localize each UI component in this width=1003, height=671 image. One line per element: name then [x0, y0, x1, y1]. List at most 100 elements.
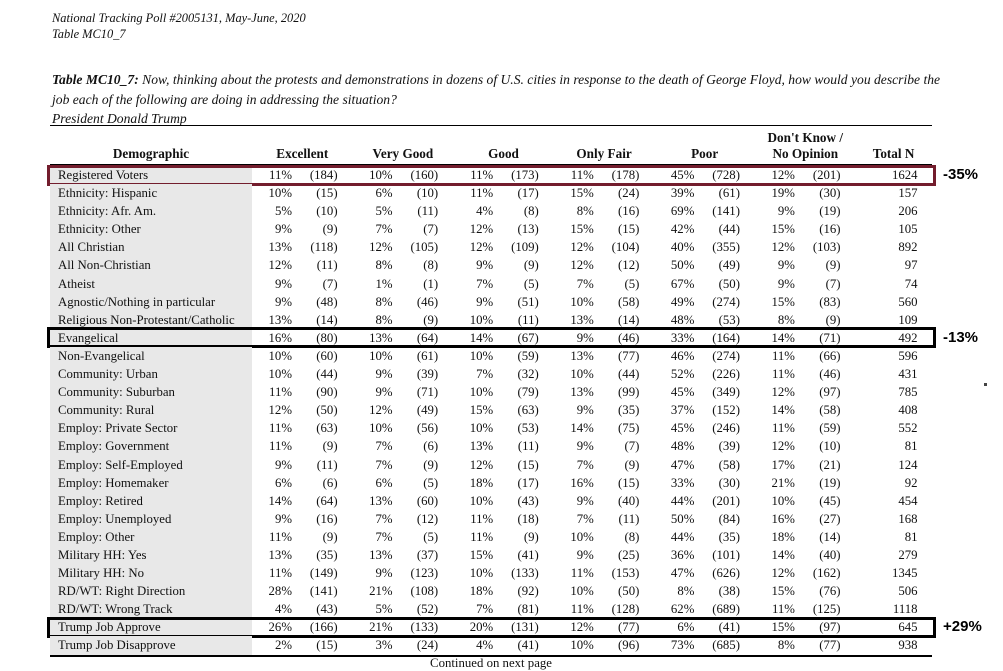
count-cell: (44)	[316, 367, 338, 382]
count-cell: (25)	[618, 547, 640, 562]
total-n-cell: 492	[898, 330, 918, 345]
count-cell: (7)	[423, 222, 439, 237]
pct-cell: 15%	[771, 584, 795, 599]
total-n-cell: 97	[904, 258, 918, 273]
count-cell: (59)	[517, 348, 539, 363]
table-row: Atheist 9% (7) 1% (1) 7% (5) 7% (5) 67% (50) 9% (7) 7…	[50, 274, 932, 293]
count-cell: (96)	[618, 638, 640, 653]
table-question: Now, thinking about the protests and dem…	[52, 72, 941, 107]
count-cell: (16)	[316, 511, 338, 526]
pct-cell: 12%	[570, 620, 594, 635]
stray-mark	[984, 383, 987, 386]
pct-cell: 15%	[570, 186, 594, 201]
count-cell: (99)	[618, 385, 640, 400]
pct-cell: 12%	[771, 439, 795, 454]
pct-cell: 7%	[476, 367, 494, 382]
count-cell: (59)	[819, 421, 841, 436]
total-n-cell: 81	[904, 529, 918, 544]
count-cell: (15)	[618, 475, 640, 490]
pct-cell: 7%	[576, 276, 594, 291]
pct-cell: 7%	[375, 511, 393, 526]
count-cell: (178)	[611, 168, 640, 182]
continued-footer: Continued on next page	[430, 656, 552, 670]
count-cell: (60)	[416, 493, 439, 508]
table-row: Military HH: No 11% (149) 9% (123) 10% (133) 11…	[50, 564, 932, 583]
count-cell: (53)	[517, 421, 539, 436]
count-cell: (12)	[618, 258, 640, 273]
row-label: Employ: Self-Employed	[50, 455, 252, 474]
count-cell: (58)	[718, 457, 740, 472]
total-n-cell: 1624	[891, 168, 918, 182]
pct-cell: 11%	[470, 186, 494, 201]
table-row: RD/WT: Wrong Track 4% (43) 5% (52) 7% (81) 11% (…	[50, 600, 932, 619]
row-label: Employ: Unemployed	[50, 509, 252, 528]
pct-cell: 9%	[777, 276, 795, 291]
total-n-cell: 157	[898, 186, 918, 201]
pct-cell: 10%	[369, 168, 393, 182]
document-header: National Tracking Poll #2005131, May-Jun…	[52, 10, 306, 42]
pct-cell: 10%	[469, 348, 494, 363]
table-title-block: Table MC10_7: Now, thinking about the pr…	[52, 70, 960, 129]
pct-cell: 12%	[771, 385, 795, 400]
row-label: Ethnicity: Hispanic	[50, 184, 252, 203]
row-label: Agnostic/Nothing in particular	[50, 292, 252, 311]
pct-cell: 18%	[771, 529, 795, 544]
table-row: Employ: Retired 14% (64) 13% (60) 10% (43) 9% (4…	[50, 491, 932, 510]
row-annotation: -35%	[943, 166, 979, 183]
pct-cell: 9%	[476, 258, 494, 273]
total-n-cell: 596	[898, 348, 918, 363]
pct-cell: 13%	[268, 240, 292, 255]
count-cell: (152)	[712, 403, 740, 418]
count-cell: (97)	[819, 620, 841, 635]
pct-cell: 13%	[369, 330, 393, 345]
row-label: Employ: Homemaker	[50, 473, 252, 492]
pct-cell: 12%	[469, 240, 494, 255]
count-cell: (274)	[712, 348, 740, 363]
pct-cell: 14%	[771, 547, 795, 562]
count-cell: (30)	[718, 475, 740, 490]
count-cell: (41)	[517, 547, 539, 562]
pct-cell: 16%	[771, 511, 795, 526]
count-cell: (37)	[416, 547, 439, 562]
table-row: Military HH: Yes 13% (35) 13% (37) 15% (41) 9% (…	[50, 545, 932, 565]
pct-cell: 9%	[375, 385, 393, 400]
pct-cell: 14%	[771, 403, 795, 418]
pct-cell: 10%	[469, 493, 494, 508]
count-cell: (71)	[819, 330, 841, 345]
pct-cell: 36%	[670, 547, 695, 562]
row-label: Ethnicity: Afr. Am.	[50, 202, 252, 221]
pct-cell: 19%	[771, 186, 795, 201]
pct-cell: 37%	[670, 403, 695, 418]
pct-cell: 20%	[469, 620, 494, 635]
count-cell: (10)	[316, 204, 338, 219]
pct-cell: 5%	[375, 602, 393, 617]
count-cell: (84)	[718, 511, 740, 526]
pct-cell: 10%	[469, 566, 494, 581]
row-label: RD/WT: Right Direction	[50, 582, 252, 601]
column-header-category: Only Fair	[576, 145, 632, 161]
count-cell: (43)	[517, 493, 539, 508]
count-cell: (13)	[517, 222, 539, 237]
table-row: Employ: Other 11% (9) 7% (5) 11% (9) 10% (8) 44% (…	[50, 527, 932, 546]
table-row: Employ: Homemaker 6% (6) 6% (5) 18% (17) 16% (15…	[50, 473, 932, 492]
pct-cell: 3%	[375, 638, 393, 653]
count-cell: (41)	[517, 638, 539, 653]
count-cell: (101)	[712, 547, 740, 562]
table-row: Trump Job Approve 26% (166) 21% (133) 20% (131…	[47, 616, 982, 639]
pct-cell: 10%	[570, 367, 594, 382]
count-cell: (17)	[517, 475, 539, 490]
table-bottom-rule	[50, 654, 932, 657]
count-cell: (38)	[718, 584, 740, 599]
count-cell: (131)	[511, 620, 539, 635]
count-cell: (128)	[611, 602, 640, 617]
row-label: Community: Urban	[50, 365, 252, 384]
pct-cell: 9%	[576, 330, 594, 345]
count-cell: (7)	[624, 439, 640, 454]
count-cell: (24)	[416, 638, 439, 653]
pct-cell: 5%	[375, 204, 393, 219]
column-header-category: Don't Know / No Opinion	[767, 130, 843, 161]
table-subject: President Donald Trump	[52, 111, 187, 126]
count-cell: (58)	[618, 294, 640, 309]
pct-cell: 8%	[375, 258, 393, 273]
count-cell: (274)	[712, 294, 740, 309]
